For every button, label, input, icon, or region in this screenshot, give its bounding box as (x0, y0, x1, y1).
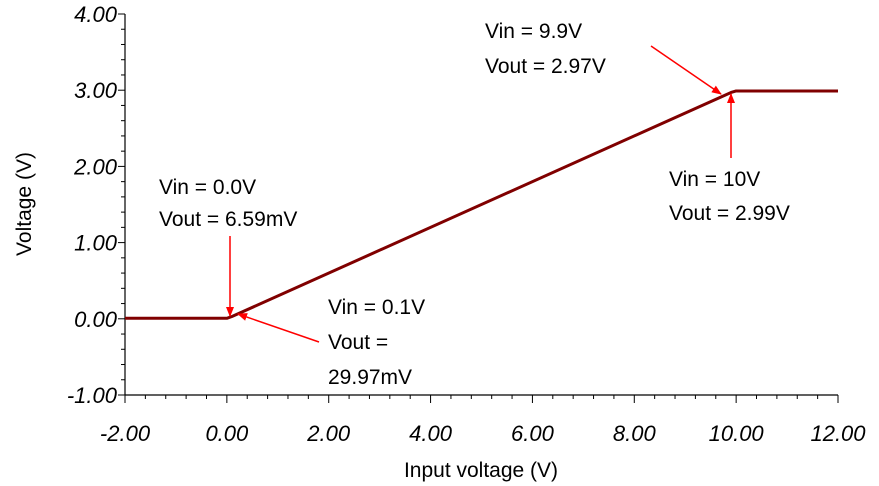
axes: -1.00 0.00 1.00 2.00 3.00 4.00 -2.00 0.00 2.00 4… (67, 2, 866, 446)
y-tick-label: 0.00 (74, 307, 118, 332)
y-axis-title: Voltage (V) (13, 152, 36, 256)
annotations: Vin = 0.0V Vout = 6.59mV Vin = 0.1V Vout… (159, 20, 790, 389)
annotation-vin-9-9: Vin = 9.9V Vout = 2.97V (485, 20, 606, 78)
y-tick-label: 4.00 (74, 2, 118, 27)
x-tick-label: 0.00 (205, 421, 249, 446)
x-tick-label: 4.00 (409, 421, 453, 446)
x-tick-label: -2.00 (100, 421, 151, 446)
y-ticks: -1.00 0.00 1.00 2.00 3.00 4.00 (67, 2, 125, 408)
annotation-arrows (226, 45, 735, 343)
annotation-arrow-vin-9-9 (650, 45, 722, 95)
y-tick-label: 1.00 (74, 231, 118, 256)
series-layer (125, 89, 838, 320)
x-tick-label: 2.00 (306, 421, 351, 446)
x-tick-label: 8.00 (613, 421, 657, 446)
annotation-vin-0: Vin = 0.0V Vout = 6.59mV (159, 176, 297, 231)
x-tick-label: 10.00 (709, 421, 765, 446)
annotation-vin-10: Vin = 10V Vout = 2.99V (669, 168, 790, 225)
x-ticks: -2.00 0.00 2.00 4.00 6.00 8.00 10.00 12.00 (100, 395, 866, 446)
x-tick-label: 6.00 (511, 421, 555, 446)
annotation-vin-0-1: Vin = 0.1V Vout = 29.97mV (328, 296, 431, 389)
y-tick-label: 3.00 (74, 78, 118, 103)
x-tick-label: 12.00 (810, 421, 866, 446)
series-line (125, 89, 838, 320)
annotation-arrow-vin-0-1 (237, 313, 320, 343)
y-tick-label: -1.00 (67, 383, 118, 408)
y-tick-label: 2.00 (73, 154, 118, 179)
x-axis-title: Input voltage (V) (404, 459, 558, 482)
